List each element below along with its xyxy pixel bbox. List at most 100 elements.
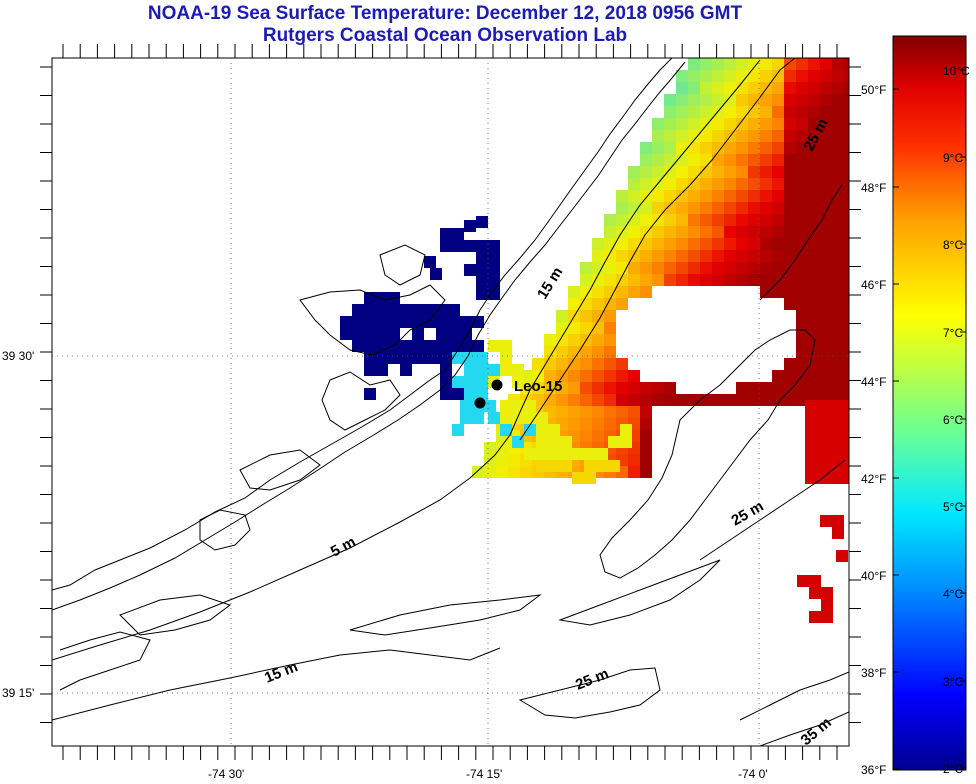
sst-pixel bbox=[748, 142, 760, 154]
sst-pixel bbox=[676, 118, 688, 130]
sst-pixel bbox=[536, 412, 548, 424]
sst-pixel bbox=[832, 178, 844, 190]
sst-pixel bbox=[796, 226, 808, 238]
sst-pixel bbox=[736, 94, 748, 106]
lat-label-2: 39 15' bbox=[2, 686, 34, 700]
sst-pixel bbox=[736, 190, 748, 202]
sst-pixel bbox=[724, 394, 736, 406]
sst-pixel bbox=[712, 202, 724, 214]
sst-pixel bbox=[808, 190, 820, 202]
sst-pixel bbox=[616, 370, 628, 382]
sst-pixel bbox=[832, 286, 844, 298]
sst-pixel bbox=[700, 274, 712, 286]
sst-pixel bbox=[452, 352, 464, 364]
sst-pixel bbox=[476, 264, 488, 276]
sst-pixel bbox=[817, 436, 829, 448]
sst-pixel bbox=[688, 154, 700, 166]
sst-pixel bbox=[524, 400, 536, 412]
sst-pixel bbox=[440, 228, 452, 240]
sst-pixel bbox=[772, 238, 784, 250]
sst-pixel bbox=[817, 424, 829, 436]
sst-pixel bbox=[512, 376, 524, 388]
colorbar-c-label-4: 4°C bbox=[943, 587, 963, 601]
sst-pixel bbox=[580, 274, 592, 286]
sst-pixel bbox=[760, 226, 772, 238]
sst-pixel bbox=[560, 448, 572, 460]
sst-pixel bbox=[829, 448, 841, 460]
colorbar-c-label-7: 7°C bbox=[943, 326, 963, 340]
sst-pixel bbox=[784, 178, 796, 190]
sst-pixel bbox=[676, 214, 688, 226]
sst-pixel bbox=[592, 322, 604, 334]
contour-label-25m-east: 25 m bbox=[729, 498, 767, 530]
sst-pixel bbox=[712, 274, 724, 286]
sst-pixel-layer bbox=[340, 58, 849, 623]
sst-pixel bbox=[760, 394, 772, 406]
sst-pixel bbox=[832, 214, 844, 226]
sst-pixel bbox=[412, 352, 424, 364]
sst-pixel bbox=[640, 418, 652, 430]
sst-pixel bbox=[640, 166, 652, 178]
sst-pixel bbox=[544, 370, 556, 382]
colorbar-f-label-36: 36°F bbox=[861, 763, 886, 777]
sst-pixel bbox=[808, 310, 820, 322]
sst-pixel bbox=[772, 202, 784, 214]
colorbar bbox=[892, 35, 967, 771]
sst-pixel bbox=[628, 454, 640, 466]
colorbar-f-label-50: 50°F bbox=[861, 83, 886, 97]
sst-pixel bbox=[736, 130, 748, 142]
sst-pixel bbox=[700, 214, 712, 226]
sst-pixel bbox=[532, 382, 544, 394]
sst-pixel bbox=[808, 130, 820, 142]
sst-pixel bbox=[512, 412, 524, 424]
sst-pixel bbox=[628, 238, 640, 250]
sst-pixel bbox=[821, 611, 833, 623]
sst-pixel bbox=[568, 370, 580, 382]
station-marker-secondary[interactable] bbox=[474, 397, 486, 409]
sst-pixel bbox=[476, 352, 488, 364]
sst-pixel bbox=[724, 166, 736, 178]
sst-pixel bbox=[628, 166, 640, 178]
sst-pixel bbox=[784, 94, 796, 106]
sst-pixel bbox=[748, 106, 760, 118]
sst-pixel bbox=[488, 340, 500, 352]
sst-pixel bbox=[476, 364, 488, 376]
station-marker[interactable] bbox=[491, 379, 503, 391]
sst-pixel bbox=[464, 376, 476, 388]
sst-pixel bbox=[700, 202, 712, 214]
sst-pixel bbox=[448, 304, 460, 316]
sst-pixel bbox=[724, 238, 736, 250]
sst-pixel bbox=[772, 106, 784, 118]
sst-pixel bbox=[772, 94, 784, 106]
sst-pixel bbox=[808, 142, 820, 154]
sst-pixel bbox=[844, 94, 849, 106]
sst-pixel bbox=[488, 264, 500, 276]
sst-pixel bbox=[772, 370, 784, 382]
sst-pixel bbox=[592, 334, 604, 346]
sst-pixel bbox=[664, 262, 676, 274]
sst-pixel bbox=[736, 202, 748, 214]
sst-pixel bbox=[536, 436, 548, 448]
sst-pixel bbox=[580, 370, 592, 382]
sst-pixel bbox=[464, 364, 476, 376]
sst-pixel bbox=[784, 238, 796, 250]
sst-pixel bbox=[544, 334, 556, 346]
sst-pixel bbox=[832, 118, 844, 130]
sst-pixel bbox=[820, 238, 832, 250]
sst-pixel bbox=[688, 58, 700, 70]
sst-pixel bbox=[616, 214, 628, 226]
sst-pixel bbox=[460, 400, 472, 412]
sst-pixel bbox=[712, 214, 724, 226]
sst-pixel bbox=[820, 70, 832, 82]
sst-pixel bbox=[568, 298, 580, 310]
sst-pixel bbox=[424, 352, 436, 364]
sst-pixel bbox=[820, 130, 832, 142]
lon-label-1: -74 30' bbox=[208, 767, 244, 781]
sst-pixel bbox=[500, 364, 512, 376]
sst-pixel bbox=[640, 154, 652, 166]
sst-pixel bbox=[748, 214, 760, 226]
sst-pixel bbox=[784, 166, 796, 178]
sst-pixel bbox=[805, 460, 817, 472]
sst-pixel bbox=[376, 352, 388, 364]
sst-pixel bbox=[400, 352, 412, 364]
